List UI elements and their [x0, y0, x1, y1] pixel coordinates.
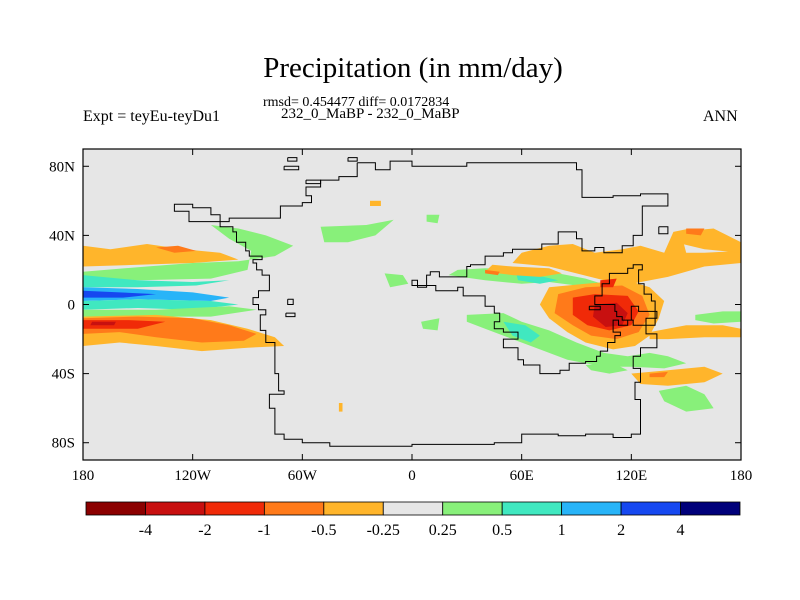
y-tick-label: 80S	[52, 436, 75, 452]
y-tick-label: 80N	[49, 159, 75, 175]
colorbar-level-label: -0.5	[311, 522, 336, 539]
precip-region-sw-pacific-red	[649, 371, 668, 378]
precip-region-sw-pacific-green	[658, 385, 714, 412]
precip-region-arabian-orange	[485, 264, 562, 277]
chart-title: Precipitation (in mm/day)	[263, 52, 563, 84]
precip-region-n-pacific-orange	[83, 244, 239, 267]
precip-region-s-america-orange	[338, 403, 343, 412]
colorbar-level-label: 1	[558, 522, 566, 539]
y-tick-label: 40S	[52, 367, 75, 383]
colorbar-swatch	[382, 501, 444, 516]
precip-region-arabian-red	[485, 269, 500, 276]
precip-region-s-indian-cyan	[503, 321, 540, 343]
precip-region-e-pacific-orange	[649, 325, 741, 340]
colorbar-level-label: -4	[139, 522, 152, 539]
x-tick-label: 60E	[510, 468, 534, 484]
colorbar-level-label: -1	[258, 522, 271, 539]
x-tick-label: 60W	[288, 468, 318, 484]
y-axis: 80N 40N 0 40S 80S	[49, 159, 741, 452]
colorbar-swatch	[501, 501, 563, 516]
experiment-label: Expt = teyEu-teyDu1	[83, 108, 220, 125]
precip-region-n-atlantic-orange	[370, 200, 381, 206]
japan-box	[658, 226, 669, 235]
y-tick-label: 40N	[49, 228, 75, 244]
precip-region-indian-orange-n	[512, 228, 741, 284]
precip-region-nw-pacific-red-spot	[686, 228, 705, 236]
precip-region-n-pacific-cyan	[83, 275, 230, 288]
precip-region-nw-pacific-orange-band	[677, 228, 741, 253]
precip-region-indian-ocean-darkred	[593, 302, 628, 327]
stats-line: rmsd= 0.454477 diff= 0.0172834	[263, 95, 450, 110]
x-axis: 180 120W 60W 0 60E 120E 180	[72, 149, 753, 484]
precip-region-sw-pacific-orange	[631, 366, 723, 386]
x-tick-label: 0	[408, 468, 416, 484]
main-continent-coastline	[173, 160, 669, 447]
colorbar-swatch	[680, 501, 741, 516]
precip-region-eq-pacific-darkblue	[83, 290, 157, 298]
precip-region-n-pacific-green	[83, 225, 294, 281]
precip-region-atlantic-green-eq	[384, 273, 409, 288]
colorbar-swatch	[561, 501, 622, 516]
coastline-layer	[173, 157, 669, 447]
precip-region-s-pacific-darkred	[90, 321, 116, 326]
arctic-island-1	[347, 157, 358, 162]
colorbar-level-label: 0.5	[492, 522, 512, 539]
precip-region-s-indian-green-2	[585, 363, 628, 374]
arctic-island-2	[287, 157, 298, 162]
x-tick-label: 180	[72, 468, 95, 484]
colorbar-swatch	[323, 501, 384, 516]
colorbar-level-label: 0.25	[429, 522, 457, 539]
precip-region-atlantic-green-s	[421, 318, 440, 331]
x-tick-label: 120W	[174, 468, 212, 484]
precipitation-field-layer	[83, 200, 741, 412]
precip-region-e-pacific-green	[695, 311, 741, 324]
indonesia-box	[588, 305, 601, 311]
x-tick-label: 120E	[615, 468, 647, 484]
colorbar-level-label: 4	[677, 522, 685, 539]
colorbar-swatch	[204, 501, 265, 516]
colorbar-level-label: -0.25	[367, 522, 400, 539]
precip-region-n-eurasia-green	[426, 214, 440, 224]
colorbar-swatch	[263, 501, 325, 516]
chart-subtitle: 232_0_MaBP - 232_0_MaBP	[281, 106, 460, 122]
island-1	[285, 312, 296, 318]
colorbar: -4 -2 -1 -0.5 -0.25 0.25 0.5 1 2 4	[85, 501, 741, 539]
colorbar-swatch	[620, 501, 681, 516]
x-tick-label: 180	[730, 468, 753, 484]
precip-region-indian-ocean-redspot	[600, 278, 617, 288]
precip-region-atlantic-green-n	[320, 219, 394, 243]
precip-region-eq-pacific-cyan-s	[83, 299, 239, 310]
colorbar-swatch	[85, 501, 146, 516]
season-label: ANN	[703, 108, 738, 125]
arctic-island-3	[283, 165, 300, 171]
colorbar-level-label: 2	[617, 522, 625, 539]
precip-region-eq-pacific-green	[83, 306, 257, 317]
new-zealand-island	[287, 298, 294, 305]
precip-region-n-pacific-orange-2	[156, 245, 197, 253]
y-tick-label: 0	[68, 298, 76, 314]
colorbar-level-label: -2	[198, 522, 211, 539]
arctic-island-4	[305, 179, 322, 185]
colorbar-swatch	[145, 501, 206, 516]
colorbar-swatch	[442, 501, 503, 516]
